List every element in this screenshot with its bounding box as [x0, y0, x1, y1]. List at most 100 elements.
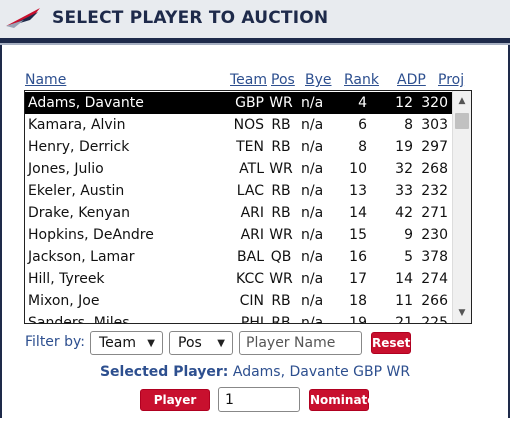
selected-player-label: Selected Player:: [99, 364, 229, 380]
player-pos-cell: QB: [270, 249, 292, 265]
player-adp-cell: 12: [395, 95, 413, 111]
player-team-cell: PHI: [240, 315, 264, 324]
player-pos-cell: WR: [269, 271, 293, 287]
player-bye-cell: n/a: [301, 315, 324, 324]
player-rank-cell: 10: [349, 161, 367, 177]
scroll-down-arrow-icon[interactable]: ▼: [458, 308, 466, 318]
reset-button[interactable]: Reset: [371, 332, 411, 354]
player-rank-cell: 17: [349, 271, 367, 287]
sort-team-link[interactable]: Team: [230, 72, 268, 88]
player-proj-cell: 271: [421, 205, 448, 221]
player-pos-cell: WR: [269, 95, 293, 111]
player-bye-cell: n/a: [301, 293, 324, 309]
chevron-down-icon: ▼: [217, 338, 225, 349]
player-proj-cell: 378: [421, 249, 448, 265]
left-border: [0, 45, 2, 418]
player-proj-cell: 230: [421, 227, 448, 243]
bid-amount-input[interactable]: [218, 387, 300, 412]
selected-player-value: Adams, Davante GBP WR: [232, 364, 411, 380]
player-row[interactable]: Hopkins, DeAndre ARI WR n/a 15 9 230: [25, 224, 452, 246]
player-proj-cell: 297: [421, 139, 448, 155]
player-rank-cell: 15: [349, 227, 367, 243]
player-row[interactable]: Drake, Kenyan ARI RB n/a 14 42 271: [25, 202, 452, 224]
player-name-cell: Jackson, Lamar: [28, 249, 135, 265]
player-proj-cell: 268: [421, 161, 448, 177]
player-row[interactable]: Jackson, Lamar BAL QB n/a 16 5 378: [25, 246, 452, 268]
player-rows: Adams, Davante GBP WR n/a 4 12 320 Kamara, Alvi…: [25, 92, 452, 324]
player-name-cell: Sanders, Miles: [28, 315, 130, 324]
filter-label: Filter by:: [25, 334, 85, 350]
player-adp-cell: 42: [395, 205, 413, 221]
player-pos-cell: RB: [271, 315, 291, 324]
red-swoosh-logo-icon: [6, 8, 40, 28]
player-name-cell: Jones, Julio: [28, 161, 104, 177]
sort-rank-link[interactable]: Rank: [344, 72, 379, 88]
player-adp-cell: 14: [395, 271, 413, 287]
player-adp-cell: 11: [395, 293, 413, 309]
player-team-cell: GBP: [235, 95, 264, 111]
pos-filter-value: Pos: [178, 335, 202, 351]
player-name-cell: Henry, Derrick: [28, 139, 130, 155]
player-name-search-input[interactable]: [239, 331, 362, 355]
player-bye-cell: n/a: [301, 205, 324, 221]
column-headers: Name Team Pos Bye Rank ADP Proj: [24, 70, 484, 90]
player-pos-cell: WR: [269, 227, 293, 243]
player-proj-cell: 225: [421, 315, 448, 324]
sort-pos-link[interactable]: Pos: [271, 72, 295, 88]
player-team-cell: KCC: [236, 271, 264, 287]
player-adp-cell: 33: [395, 183, 413, 199]
player-row[interactable]: Mixon, Joe CIN RB n/a 18 11 266: [25, 290, 452, 312]
selected-player-line: Selected Player: Adams, Davante GBP WR: [0, 364, 510, 380]
scroll-up-arrow-icon[interactable]: ▲: [458, 96, 466, 106]
dialog-header: SELECT PLAYER TO AUCTION: [0, 0, 510, 38]
player-pos-cell: WR: [269, 161, 293, 177]
player-row[interactable]: Ekeler, Austin LAC RB n/a 13 33 232: [25, 180, 452, 202]
header-divider-light: [0, 43, 510, 45]
player-rank-cell: 14: [349, 205, 367, 221]
player-bye-cell: n/a: [301, 271, 324, 287]
player-bye-cell: n/a: [301, 227, 324, 243]
player-adp-cell: 5: [404, 249, 413, 265]
pos-filter-select[interactable]: Pos ▼: [169, 331, 233, 355]
player-pos-cell: RB: [271, 205, 291, 221]
player-proj-cell: 320: [421, 95, 448, 111]
player-row[interactable]: Hill, Tyreek KCC WR n/a 17 14 274: [25, 268, 452, 290]
player-name-cell: Mixon, Joe: [28, 293, 100, 309]
chevron-down-icon: ▼: [147, 338, 155, 349]
player-listbox[interactable]: Adams, Davante GBP WR n/a 4 12 320 Kamara, Alvi…: [24, 90, 472, 324]
nominate-button[interactable]: Nominate: [309, 389, 375, 411]
sort-adp-link[interactable]: ADP: [397, 72, 426, 88]
player-bye-cell: n/a: [301, 183, 324, 199]
player-team-cell: NOS: [233, 117, 264, 133]
player-row[interactable]: Kamara, Alvin NOS RB n/a 6 8 303: [25, 114, 452, 136]
player-name-cell: Ekeler, Austin: [28, 183, 125, 199]
team-filter-select[interactable]: Team ▼: [90, 331, 163, 355]
list-scrollbar[interactable]: ▲ ▼: [452, 91, 471, 323]
player-info-button[interactable]: Player Info: [140, 389, 210, 427]
player-rank-cell: 18: [349, 293, 367, 309]
sort-proj-link[interactable]: Proj: [438, 72, 465, 88]
player-proj-cell: 232: [421, 183, 448, 199]
player-team-cell: ARI: [240, 227, 264, 243]
player-rank-cell: 13: [349, 183, 367, 199]
player-row[interactable]: Jones, Julio ATL WR n/a 10 32 268: [25, 158, 452, 180]
player-rank-cell: 6: [358, 117, 367, 133]
auction-dialog: SELECT PLAYER TO AUCTION Name Team Pos B…: [0, 0, 510, 418]
player-pos-cell: RB: [271, 293, 291, 309]
player-row[interactable]: Adams, Davante GBP WR n/a 4 12 320: [25, 92, 452, 114]
player-team-cell: LAC: [236, 183, 264, 199]
sort-bye-link[interactable]: Bye: [305, 72, 332, 88]
player-row[interactable]: Henry, Derrick TEN RB n/a 8 19 297: [25, 136, 452, 158]
player-proj-cell: 274: [421, 271, 448, 287]
sort-name-link[interactable]: Name: [25, 72, 67, 88]
player-name-cell: Adams, Davante: [28, 95, 144, 111]
player-bye-cell: n/a: [301, 95, 324, 111]
player-bye-cell: n/a: [301, 117, 324, 133]
player-row[interactable]: Sanders, Miles PHI RB n/a 19 21 225: [25, 312, 452, 324]
player-team-cell: CIN: [239, 293, 264, 309]
scroll-thumb[interactable]: [455, 113, 469, 129]
header-divider: [0, 38, 510, 43]
player-proj-cell: 303: [421, 117, 448, 133]
player-name-cell: Hopkins, DeAndre: [28, 227, 154, 243]
player-pos-cell: RB: [271, 117, 291, 133]
